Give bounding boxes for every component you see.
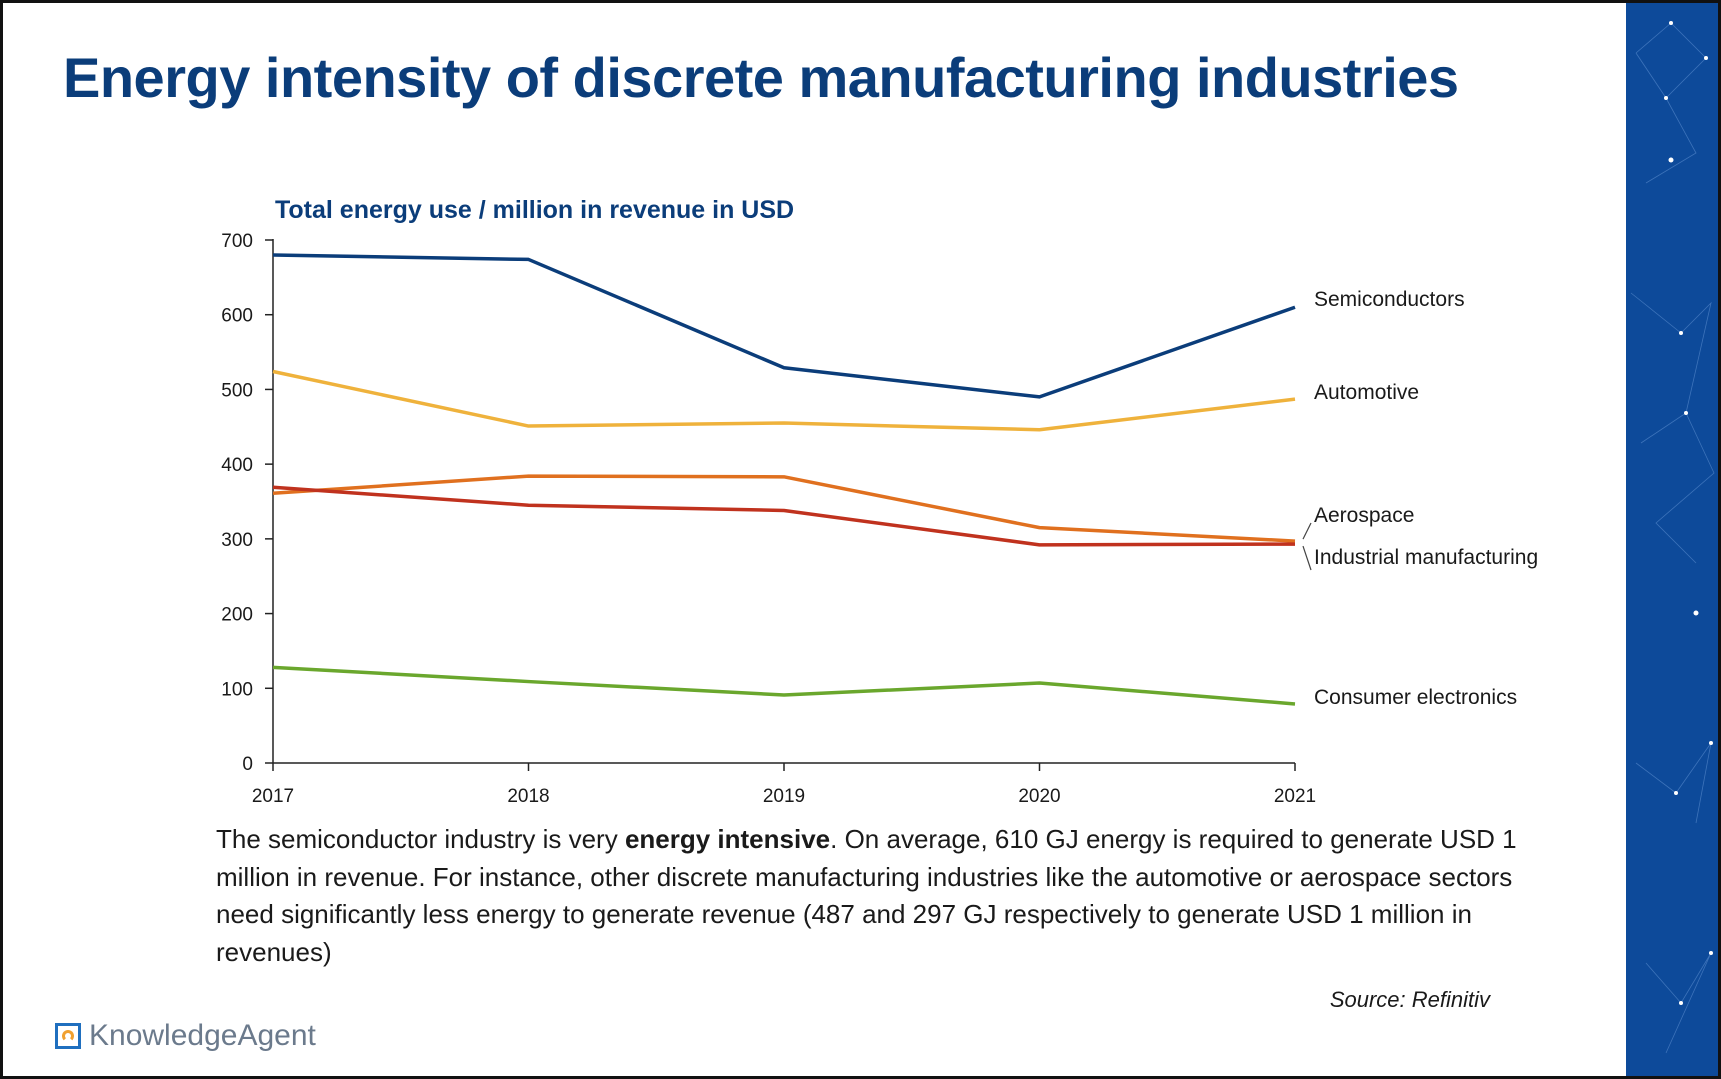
caption-part-1: The semiconductor industry is very [216, 824, 625, 854]
brand-name: KnowledgeAgent [89, 1019, 316, 1052]
y-tick-label: 300 [221, 530, 253, 551]
series-label: Aerospace [1314, 504, 1414, 527]
caption-text: The semiconductor industry is very energ… [216, 821, 1526, 971]
series-line [272, 485, 1296, 547]
leader-line [1302, 545, 1312, 571]
y-tick-label: 0 [242, 754, 253, 775]
caption-part-2: . On average, 610 GJ energy is required … [216, 824, 1517, 967]
y-tick-label: 400 [221, 455, 253, 476]
slide-title: Energy intensity of discrete manufacturi… [63, 46, 1459, 109]
series-label: Industrial manufacturing [1314, 546, 1538, 569]
y-tick-label: 100 [221, 679, 253, 700]
caption-bold: energy intensive [624, 824, 831, 854]
x-tick-label: 2019 [763, 786, 805, 807]
brand-logo: KnowledgeAgent [55, 1019, 316, 1053]
chart-title: Total energy use / million in revenue in… [275, 196, 794, 224]
series-line [272, 665, 1296, 706]
knowledgeagent-logo-icon [55, 1023, 81, 1049]
source-note: Source: Refinitiv [1329, 987, 1490, 1012]
series-line [272, 253, 1296, 399]
series-line [272, 369, 1296, 432]
y-tick-label: 600 [221, 306, 253, 327]
x-tick-label: 2020 [1018, 786, 1060, 807]
leader-line [1302, 522, 1312, 540]
series-label: Semiconductors [1314, 288, 1465, 311]
line-chart: Total energy use / million in revenue in… [221, 196, 1538, 807]
network-pattern-icon [1630, 21, 1715, 1054]
x-tick-label: 2017 [252, 786, 294, 807]
y-tick-label: 200 [221, 605, 253, 626]
x-tick-label: 2021 [1274, 786, 1316, 807]
x-tick-label: 2018 [507, 786, 549, 807]
decorative-side-panel [1626, 3, 1718, 1076]
y-tick-label: 700 [221, 231, 253, 252]
series-line [272, 474, 1296, 543]
series-label: Consumer electronics [1314, 686, 1517, 709]
series-label: Automotive [1314, 381, 1419, 404]
y-tick-label: 500 [221, 380, 253, 401]
